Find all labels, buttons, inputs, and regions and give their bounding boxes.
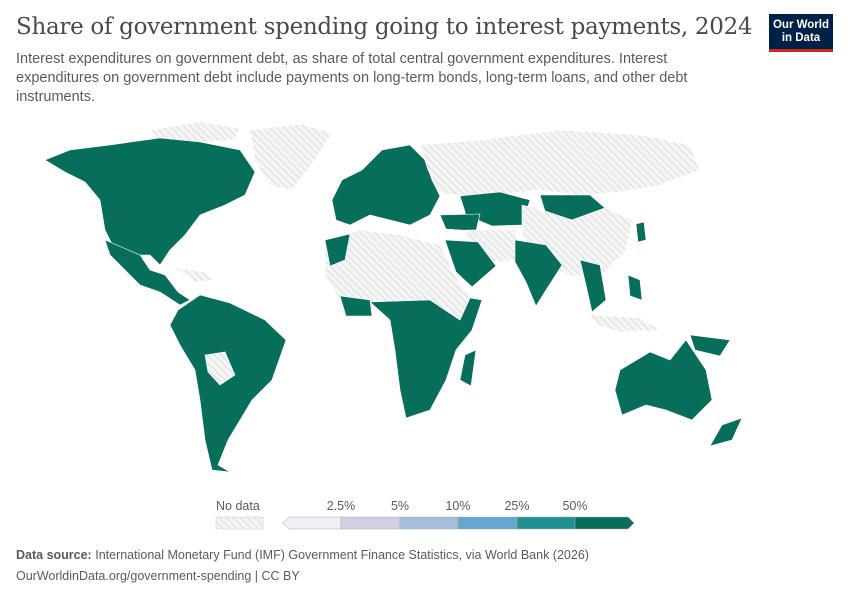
legend-bin[interactable] — [399, 516, 459, 530]
region-greenland[interactable] — [249, 123, 333, 191]
region-south-america[interactable] — [169, 294, 287, 473]
legend-no-data-swatch[interactable] — [215, 516, 264, 530]
region-bolivia-paraguay[interactable] — [204, 351, 236, 386]
region-southeast-asia[interactable] — [579, 259, 607, 313]
legend-tick: 25% — [504, 499, 529, 513]
region-turkey[interactable] — [439, 213, 481, 232]
region-west-africa[interactable] — [339, 295, 373, 317]
source-label: Data source: — [16, 548, 92, 562]
legend-bin[interactable] — [340, 516, 401, 530]
legend-bin[interactable] — [574, 516, 635, 530]
region-sub-saharan-africa[interactable] — [369, 297, 483, 419]
world-map[interactable] — [0, 115, 850, 485]
logo-line2: in Data — [781, 32, 821, 44]
region-russia[interactable] — [419, 129, 701, 197]
owid-logo[interactable]: Our World in Data — [769, 14, 833, 52]
region-mexico-central-america[interactable] — [104, 239, 191, 306]
region-papua[interactable] — [689, 334, 731, 357]
chart-title: Share of government spending going to in… — [16, 14, 753, 40]
region-india[interactable] — [514, 239, 563, 307]
source-text: International Monetary Fund (IMF) Govern… — [95, 548, 589, 562]
region-arabian-peninsula[interactable] — [444, 239, 497, 288]
region-australia[interactable] — [614, 339, 713, 421]
legend-bin[interactable] — [282, 516, 342, 530]
legend-no-data-label: No data — [216, 499, 260, 513]
legend-bin[interactable] — [516, 516, 576, 530]
legend-tick: 10% — [445, 499, 470, 513]
logo-line1: Our World — [772, 19, 829, 31]
legend: No data 2.5% 5% 10% 25% 50% — [215, 499, 635, 530]
region-europe[interactable] — [331, 144, 441, 226]
footer-url[interactable]: OurWorldinData.org/government-spending |… — [16, 569, 300, 583]
legend-tick: 50% — [562, 499, 587, 513]
footer-source: Data source: International Monetary Fund… — [16, 548, 589, 562]
region-japan-korea[interactable] — [635, 221, 647, 243]
chart-subtitle: Interest expenditures on government debt… — [16, 51, 688, 105]
region-caribbean[interactable] — [174, 267, 216, 283]
region-madagascar[interactable] — [459, 349, 477, 387]
legend-bin[interactable] — [457, 516, 518, 530]
region-indonesia[interactable] — [589, 314, 662, 333]
region-philippines[interactable] — [627, 274, 643, 301]
region-north-america[interactable] — [44, 137, 256, 266]
legend-tick: 5% — [391, 499, 409, 513]
legend-tick: 2.5% — [327, 499, 356, 513]
region-new-zealand[interactable] — [709, 417, 743, 447]
region-morocco[interactable] — [324, 233, 351, 267]
